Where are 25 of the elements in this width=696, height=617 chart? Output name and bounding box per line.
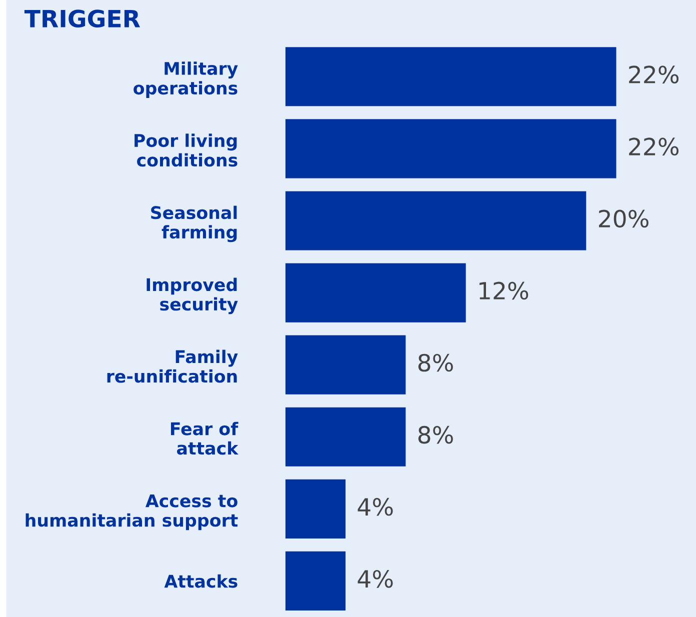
bar [285, 191, 586, 250]
data-label: 12% [480, 282, 528, 300]
y-tick-label: Improved security [146, 278, 238, 314]
bar [285, 47, 616, 106]
bar [285, 551, 346, 611]
data-label: 22% [629, 138, 679, 156]
y-tick-label: Attacks [164, 574, 238, 588]
y-tick-label: Access to humanitarian support [26, 494, 238, 530]
bar [285, 263, 466, 322]
data-label: 22% [629, 66, 679, 84]
data-label: 4% [358, 498, 393, 516]
y-tick-label: Military operations [134, 62, 238, 98]
data-label: 8% [418, 354, 453, 372]
data-label: 4% [358, 570, 393, 588]
bar [285, 335, 406, 394]
y-tick-label: Seasonal farming [151, 206, 237, 242]
text: TRIGGER [24, 10, 140, 28]
bar [285, 119, 616, 178]
bar [285, 407, 406, 466]
data-label: 8% [418, 426, 453, 444]
y-tick-label: Poor living conditions [134, 134, 238, 167]
y-tick-label: Fear of attack [170, 422, 238, 455]
bar [285, 479, 346, 538]
data-label: 20% [599, 210, 648, 228]
y-tick-label: Family re-unification [107, 350, 238, 383]
